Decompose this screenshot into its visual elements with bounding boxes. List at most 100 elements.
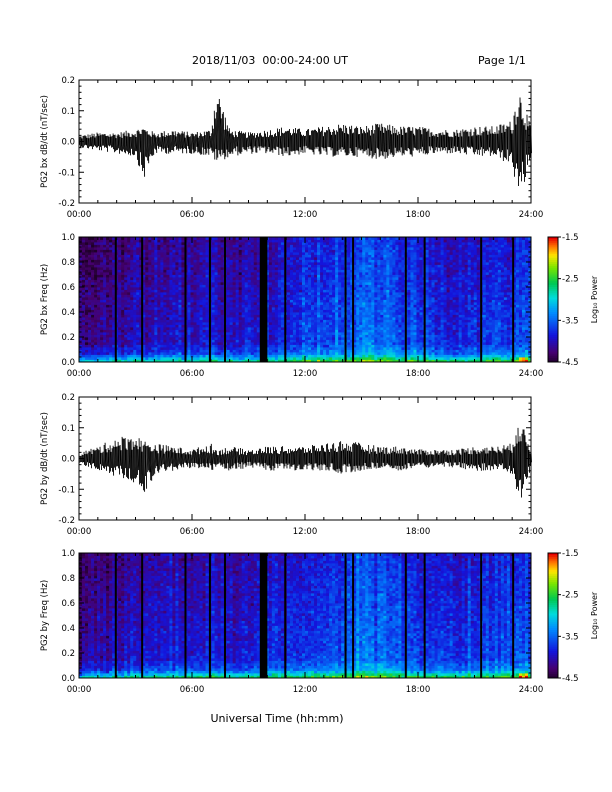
spectrogram-cell [235, 244, 240, 248]
spectrogram-cell [359, 252, 363, 255]
spectrogram-cell [268, 284, 273, 288]
spectrogram-cell [139, 299, 143, 303]
spectrogram-cell [338, 332, 342, 335]
spectrogram-cell [253, 257, 258, 260]
spectrogram-cell [280, 312, 285, 315]
spectrogram-cell [332, 307, 336, 310]
spectrogram-cell [350, 294, 354, 298]
spectrogram-cell [139, 264, 143, 268]
spectrogram-cell [244, 332, 249, 335]
spectrogram-cell [145, 259, 149, 263]
spectrogram-cell [305, 244, 309, 248]
spectrogram-cell [292, 344, 297, 348]
spectrogram-cell [202, 257, 206, 260]
spectrogram-cell [365, 309, 369, 313]
spectrogram-cell [323, 262, 327, 265]
spectrogram-cell [151, 259, 155, 263]
spectrogram-cell [187, 289, 191, 293]
spectrogram-cell [268, 292, 273, 295]
spectrogram-cell [88, 254, 92, 258]
spectrogram-cell [341, 342, 345, 345]
spectrogram-cell [94, 354, 98, 358]
spectrogram-cell [323, 339, 327, 343]
spectrogram-cell [148, 342, 152, 345]
spectrogram-cell [301, 279, 306, 283]
spectrogram-cell [130, 304, 134, 308]
spectrogram-cell [187, 244, 191, 248]
spectrogram-cell [314, 322, 318, 325]
spectrogram-cell [151, 309, 155, 313]
spectrogram-cell [320, 314, 324, 318]
spectrogram-cell [202, 292, 206, 295]
spectrogram-cell [187, 329, 191, 333]
spectrogram-cell [301, 312, 306, 315]
spectrogram-cell [199, 357, 203, 360]
spectrogram-cell [91, 242, 95, 245]
spectrogram-cell [109, 347, 113, 350]
spectrogram-cell [142, 347, 146, 350]
spectrogram-cell [196, 304, 200, 308]
spectrogram-cell [202, 344, 206, 348]
spectrogram-cell [286, 259, 291, 263]
spectrogram-cell [314, 249, 318, 253]
spectrogram-cell [202, 312, 206, 315]
spectrogram-cell [130, 342, 134, 345]
spectrogram-cell [163, 257, 167, 260]
spectrogram-cell [178, 274, 182, 278]
spectrogram-cell [115, 287, 119, 290]
spectrogram-cell [335, 359, 339, 363]
spectrogram-cell [136, 332, 140, 335]
spectrogram-cell [220, 302, 225, 305]
spectrogram-cell [247, 267, 252, 270]
spectrogram-cell [362, 337, 366, 340]
spectrogram-cell [160, 302, 164, 305]
spectrogram-cell [232, 319, 237, 323]
spectrogram-cell [338, 334, 342, 338]
spectrogram-cell [187, 277, 191, 280]
spectrogram-cell [196, 339, 200, 343]
spectrogram-cell [347, 299, 351, 303]
spectrogram-cell [124, 314, 128, 318]
spectrogram-cell [362, 279, 366, 283]
spectrogram-cell [79, 317, 83, 320]
panel-1-waveform [78, 97, 532, 187]
spectrogram-cell [199, 264, 203, 268]
spectrogram-cell [226, 284, 231, 288]
spectrogram-cell [265, 267, 270, 270]
spectrogram-cell [82, 324, 86, 328]
spectrogram-cell [238, 352, 243, 355]
spectrogram-cell [256, 352, 261, 355]
spectrogram-cell [85, 304, 89, 308]
spectrogram-cell [365, 239, 369, 243]
spectrogram-cell [112, 247, 116, 250]
y-tick-label: -0.1 [58, 168, 75, 178]
spectrogram-cell [217, 309, 222, 313]
spectrogram-cell [133, 312, 137, 315]
spectrogram-cell [295, 277, 300, 280]
spectrogram-cell [247, 287, 252, 290]
spectrogram-cell [97, 319, 101, 323]
spectrogram-cell [329, 314, 333, 318]
spectrogram-cell [181, 359, 185, 363]
spectrogram-cell [250, 334, 255, 338]
spectrogram-cell [338, 242, 342, 245]
spectrogram-cell [175, 304, 179, 308]
spectrogram-cell [286, 242, 291, 245]
spectrogram-cell [292, 279, 297, 283]
spectrogram-cell [220, 254, 225, 258]
spectrogram-cell [341, 297, 345, 300]
spectrogram-cell [190, 304, 194, 308]
spectrogram-cell [133, 357, 137, 360]
spectrogram-cell [142, 344, 146, 348]
spectrogram-cell [341, 239, 345, 243]
spectrogram-cell [82, 319, 86, 323]
spectrogram-cell [232, 359, 237, 363]
spectrogram-cell [338, 342, 342, 345]
spectrogram-cell [247, 317, 252, 320]
spectrogram-cell [142, 307, 146, 310]
spectrogram-cell [109, 259, 113, 263]
spectrogram-cell [329, 359, 333, 363]
spectrogram-cell [341, 302, 345, 305]
spectrogram-cell [256, 324, 261, 328]
spectrogram-cell [127, 249, 131, 253]
